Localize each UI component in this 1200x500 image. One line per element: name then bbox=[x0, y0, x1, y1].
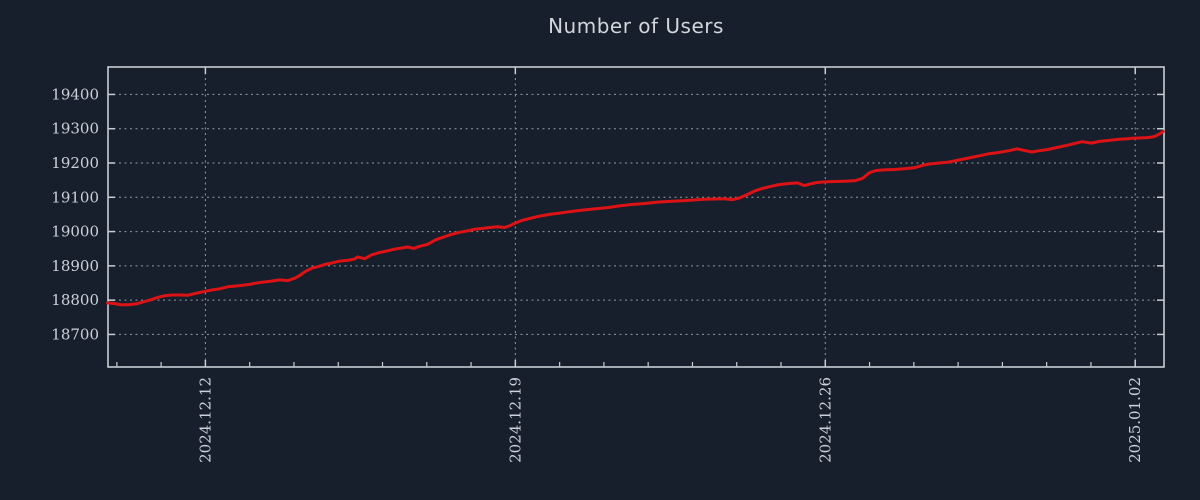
y-tick-label: 18800 bbox=[51, 291, 99, 309]
x-tick-label: 2024.12.26 bbox=[816, 377, 834, 463]
y-tick-label: 18900 bbox=[51, 257, 99, 275]
y-tick-label: 18700 bbox=[51, 325, 99, 343]
plot-border bbox=[107, 66, 1165, 368]
x-tick-label: 2025.01.02 bbox=[1126, 377, 1144, 463]
users-line-series bbox=[106, 130, 1165, 307]
y-tick-label: 19100 bbox=[51, 188, 99, 206]
chart-title: Number of Users bbox=[548, 14, 724, 38]
y-tick-label: 19200 bbox=[51, 154, 99, 172]
y-tick-label: 19300 bbox=[51, 120, 99, 138]
x-tick-label: 2024.12.12 bbox=[196, 377, 214, 463]
x-tick-label: 2024.12.19 bbox=[506, 377, 524, 463]
y-tick-label: 19000 bbox=[51, 223, 99, 241]
y-tick-label: 19400 bbox=[51, 85, 99, 103]
